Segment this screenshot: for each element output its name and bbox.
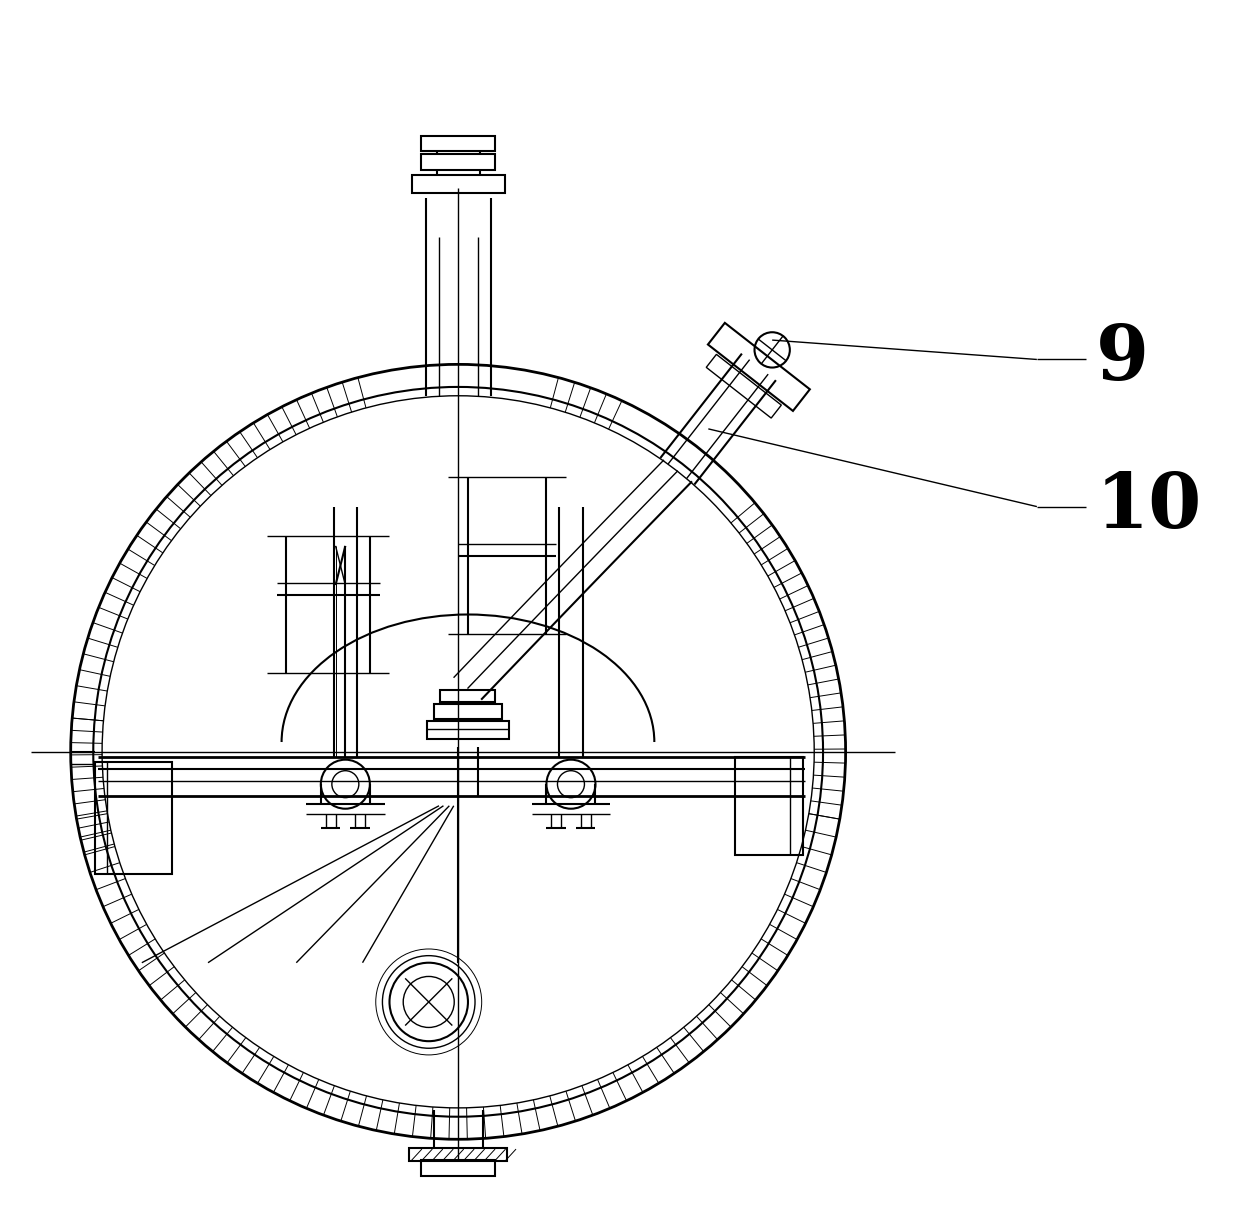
Text: 9: 9 (1096, 322, 1148, 397)
Bar (422, 136, 495, 150)
Text: 10: 10 (1096, 469, 1202, 543)
Bar (422, 155, 495, 170)
Bar (95, 762, 171, 875)
Bar (427, 721, 510, 739)
Bar (409, 1148, 507, 1161)
Bar (412, 175, 505, 193)
Bar (420, 1160, 496, 1176)
Bar (440, 689, 496, 702)
Bar (434, 704, 502, 719)
Bar (735, 757, 804, 855)
